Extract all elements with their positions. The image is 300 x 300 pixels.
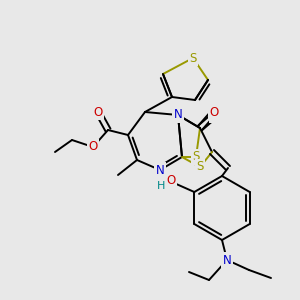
Text: N: N xyxy=(223,254,231,266)
Text: S: S xyxy=(196,160,204,173)
Text: O: O xyxy=(167,173,176,187)
Text: O: O xyxy=(210,109,220,122)
Text: O: O xyxy=(88,140,98,154)
Text: S: S xyxy=(189,52,197,64)
Text: N: N xyxy=(174,109,182,122)
Text: O: O xyxy=(209,106,219,118)
Text: O: O xyxy=(93,106,103,118)
Text: N: N xyxy=(156,164,164,176)
Text: H: H xyxy=(157,181,166,191)
Text: S: S xyxy=(192,151,200,164)
